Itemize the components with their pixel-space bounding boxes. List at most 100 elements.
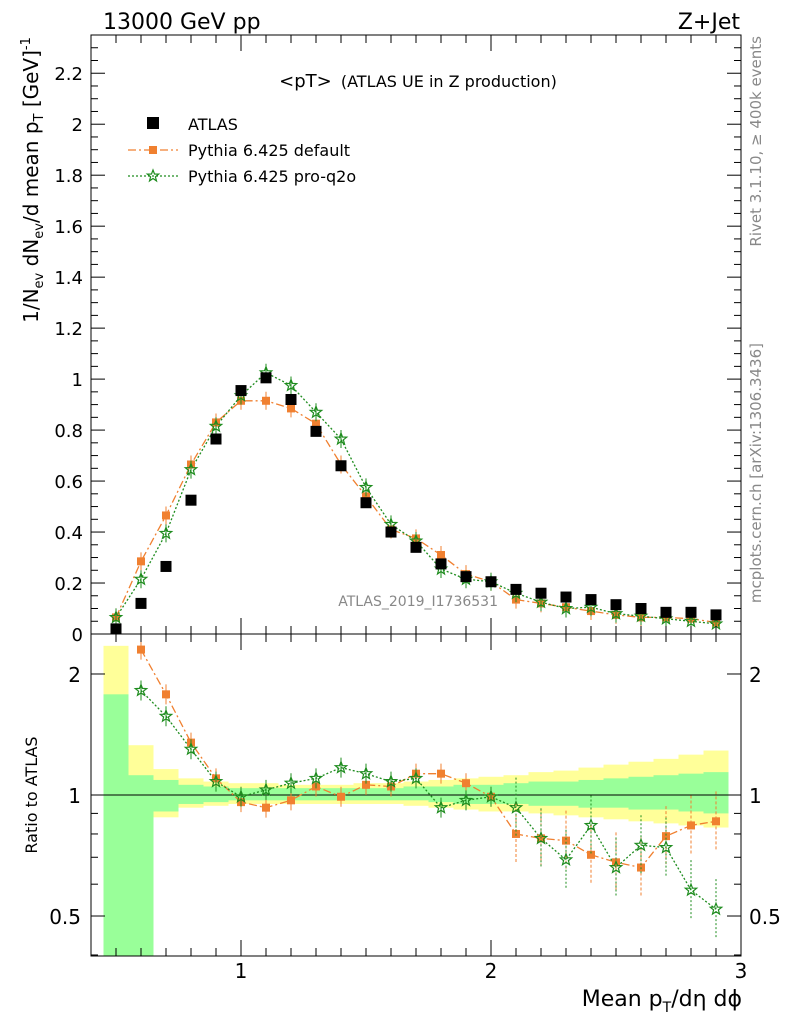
- point-atlas: [510, 583, 522, 595]
- main-panel: 0 0.2 0.4 0.6 0.8 1 1.2 1.4 1.6 1.8 2 2.2: [54, 34, 742, 646]
- point-pro: [633, 608, 649, 623]
- ratio-point-pro: [583, 817, 599, 832]
- band-inner: [578, 779, 604, 808]
- ratio-point-default: [162, 690, 170, 699]
- point-atlas: [285, 393, 297, 405]
- ratio-point-default: [587, 850, 595, 859]
- ratio-y-tick-label-right: 2: [749, 663, 762, 687]
- ratio-point-pro: [533, 830, 549, 845]
- point-pro: [358, 479, 374, 494]
- band-inner: [603, 778, 629, 808]
- y-tick-label: 0.6: [54, 472, 83, 493]
- ratio-point-pro: [633, 837, 649, 852]
- point-default: [162, 511, 170, 520]
- ratio-y-axis-label: Ratio to ATLAS: [22, 736, 41, 853]
- ratio-point-default: [437, 769, 445, 778]
- point-atlas: [535, 587, 547, 599]
- band-inner: [553, 781, 579, 806]
- ratio-point-pro: [183, 741, 199, 756]
- ratio-point-pro: [483, 789, 499, 803]
- ratio-point-pro: [508, 800, 524, 814]
- ratio-point-default: [337, 792, 345, 801]
- x-tick-label: 2: [485, 959, 498, 983]
- ratio-point-default: [137, 645, 145, 654]
- band-inner: [153, 779, 179, 812]
- point-pro: [133, 571, 149, 586]
- ratio-point-pro: [208, 773, 224, 788]
- point-atlas: [385, 526, 397, 538]
- point-atlas: [435, 558, 447, 570]
- band-inner: [503, 783, 529, 804]
- point-pro: [158, 525, 174, 540]
- plot-title: <pT> (ATLAS UE in Z production): [279, 71, 557, 92]
- ylabel-part: dN: [19, 239, 43, 273]
- ratio-point-default: [262, 803, 270, 812]
- band-inner: [428, 786, 454, 803]
- ratio-point-pro: [383, 773, 399, 788]
- ylabel-part: 1/N: [19, 288, 43, 322]
- point-atlas: [410, 541, 422, 553]
- x-axis-label: Mean pT/dη dϕ: [582, 987, 742, 1016]
- band-inner: [528, 781, 554, 806]
- point-atlas: [335, 460, 347, 472]
- point-atlas: [710, 609, 722, 621]
- point-atlas: [360, 497, 372, 509]
- point-atlas: [160, 560, 172, 572]
- xlabel-part: /dη dϕ: [671, 987, 742, 1012]
- line-pro: [115, 371, 717, 625]
- band-inner: [678, 773, 704, 812]
- ratio-y-tick-label-right: 0.5: [749, 905, 781, 929]
- ratio-point-pro: [233, 789, 249, 803]
- point-atlas: [310, 425, 322, 437]
- ratio-point-pro: [608, 859, 624, 874]
- y-tick-label: 1.8: [54, 166, 83, 187]
- ratio-point-default: [712, 817, 720, 826]
- point-pro: [333, 431, 349, 446]
- ratio-point-pro: [308, 770, 324, 785]
- point-pro: [683, 613, 699, 628]
- point-default: [137, 557, 145, 566]
- ylabel-sub: ev: [32, 223, 47, 239]
- legend-label-default: Pythia 6.425 default: [188, 141, 350, 160]
- point-atlas: [235, 385, 247, 397]
- analysis-id: ATLAS_2019_I1736531: [338, 594, 498, 610]
- ratio-y-tick-label-left: 2: [68, 663, 81, 687]
- legend-marker-default: [149, 146, 157, 154]
- point-pro: [208, 418, 224, 433]
- point-default: [437, 550, 445, 559]
- side-text-bottom: mcplots.cern.ch [arXiv:1306.3436]: [747, 343, 765, 603]
- ylabel-sub: ev: [32, 272, 47, 288]
- band-inner: [653, 775, 679, 810]
- y-tick-label: 0.4: [54, 523, 83, 544]
- ratio-point-pro: [433, 800, 449, 814]
- point-pro: [108, 609, 124, 624]
- ratio-point-pro: [283, 775, 299, 790]
- band-inner: [103, 694, 129, 956]
- ratio-point-pro: [358, 766, 374, 780]
- legend-marker-pro: [145, 168, 161, 183]
- ratio-ticks: 0.5 0.5 1 1 2 2 1 2 3: [49, 634, 781, 983]
- y-tick-label: 1.6: [54, 217, 83, 238]
- point-atlas: [610, 599, 622, 611]
- y-tick-label: 1: [72, 370, 83, 391]
- point-atlas: [210, 433, 222, 445]
- ratio-point-default: [562, 836, 570, 845]
- point-pro: [183, 461, 199, 476]
- ylabel-sub: T: [32, 113, 47, 122]
- x-tick-label: 1: [235, 959, 248, 983]
- ratio-panel: 0.5 0.5 1 1 2 2 1 2 3: [49, 633, 781, 983]
- ratio-point-pro: [333, 759, 349, 774]
- ratio-line-default: [140, 649, 717, 869]
- y-tick-label: 2: [72, 115, 83, 136]
- band-inner: [128, 775, 154, 956]
- ratio-y-tick-label-left: 0.5: [49, 905, 81, 929]
- point-pro: [583, 599, 599, 614]
- point-pro: [608, 605, 624, 620]
- ratio-point-pro: [133, 682, 149, 697]
- legend-marker-atlas: [147, 117, 159, 129]
- legend: ATLAS Pythia 6.425 default Pythia 6.425 …: [128, 115, 356, 186]
- band-inner: [628, 776, 654, 810]
- ratio-line-pro: [140, 690, 717, 910]
- point-pro: [308, 404, 324, 419]
- ratio-point-pro: [708, 901, 724, 916]
